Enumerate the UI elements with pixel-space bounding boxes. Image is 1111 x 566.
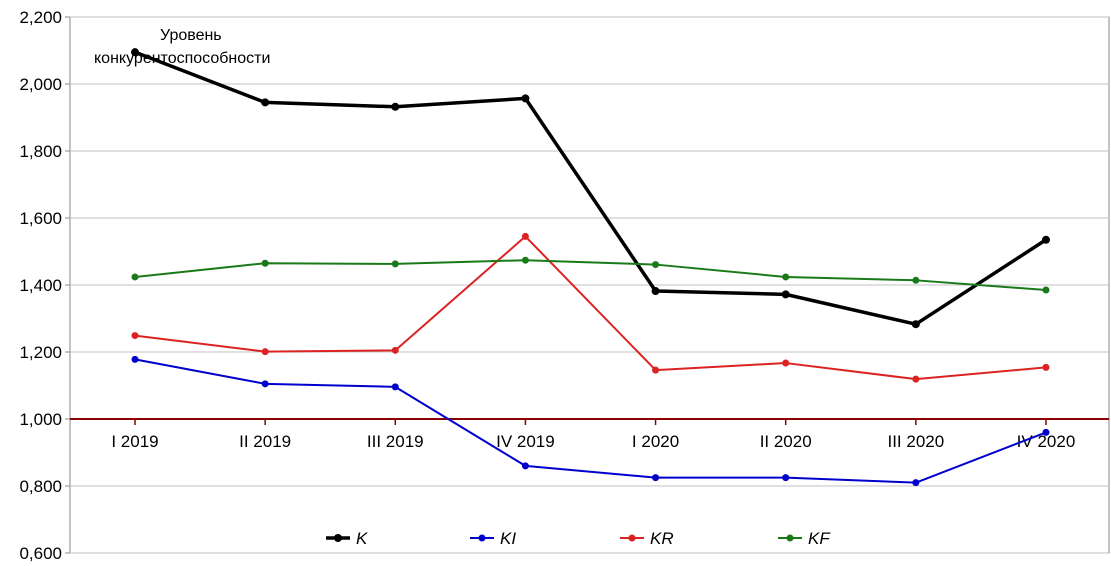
data-point-kf [652,261,660,269]
data-point-ki [1042,428,1050,436]
x-tick-label: II 2020 [760,432,812,451]
y-tick-label: 2,000 [19,75,62,94]
series-line-ki [134,358,1047,484]
data-point-ki [521,462,529,470]
annotation-line-2: конкурентоспособности [94,50,270,67]
x-tick-label: II 2019 [239,432,291,451]
series-line-kr [134,235,1047,381]
x-tick-label: III 2020 [887,432,944,451]
series-kf [131,256,1050,294]
legend-item-kr: KR [620,529,674,548]
data-point-kr [131,332,139,340]
data-point-kf [782,273,790,281]
series-line-k [134,50,1047,326]
baseline-axis [70,418,1109,425]
legend-swatch-marker [628,534,636,542]
legend-item-k: K [326,529,368,548]
data-point-ki [782,474,790,482]
y-tick-label: 1,600 [19,209,62,228]
data-point-kf [912,276,920,284]
y-tick-label: 1,800 [19,142,62,161]
legend: K KI KR KF [326,529,831,548]
x-axis-tick-labels: I 2019 II 2019 III 2019 IV 2019 I 2020 II 202… [111,432,1075,451]
data-point-ki [652,474,660,482]
y-tick-label: 1,400 [19,276,62,295]
data-point-kf [521,256,529,264]
x-tick-label: I 2020 [632,432,679,451]
data-point-kr [652,366,660,374]
legend-label: KR [650,529,674,548]
y-tick-label: 1,000 [19,410,62,429]
data-point-kf [391,260,399,268]
series-line-kf [134,259,1047,292]
series-ki [131,355,1050,487]
y-tick-label: 0,600 [19,544,62,563]
x-tick-label: III 2019 [367,432,424,451]
data-point-k [1041,235,1050,244]
legend-label: KF [808,529,831,548]
y-tick-label: 1,200 [19,343,62,362]
data-point-ki [261,380,269,388]
legend-swatch-marker [334,534,342,542]
data-point-k [651,287,660,296]
legend-swatch-marker [478,534,486,542]
legend-swatch-marker [786,534,794,542]
y-axis-tick-labels: 2,200 2,000 1,800 1,600 1,400 1,200 1,000 0,800… [19,8,62,563]
data-point-kr [912,375,920,383]
annotation-line-1: Уровень [160,27,222,44]
data-point-kf [131,273,139,281]
series-kr [131,232,1050,383]
data-point-kr [391,346,399,354]
data-point-ki [912,479,920,487]
data-point-kr [782,359,790,367]
x-tick-label: IV 2020 [1017,432,1076,451]
y-tick-label: 2,200 [19,8,62,27]
data-point-k [131,48,139,57]
x-tick-label: IV 2019 [496,432,555,451]
legend-label: KI [500,529,516,548]
data-point-kf [261,259,269,267]
x-tick-label: I 2019 [111,432,158,451]
annotation: Уровень конкурентоспособности [94,27,270,67]
data-point-ki [131,355,139,363]
data-point-k [391,102,400,111]
data-point-k [521,94,530,103]
data-point-k [261,98,270,107]
series-k [131,48,1050,329]
y-tick-label: 0,800 [19,477,62,496]
data-point-kr [521,232,529,240]
legend-label: K [356,529,368,548]
data-point-kr [261,348,269,356]
legend-item-kf: KF [778,529,831,548]
data-point-kr [1042,363,1050,371]
data-point-kf [1042,286,1050,294]
legend-item-ki: KI [470,529,516,548]
data-point-k [911,320,920,329]
data-point-ki [391,383,399,391]
data-point-k [781,290,790,299]
series-lines [131,48,1050,487]
